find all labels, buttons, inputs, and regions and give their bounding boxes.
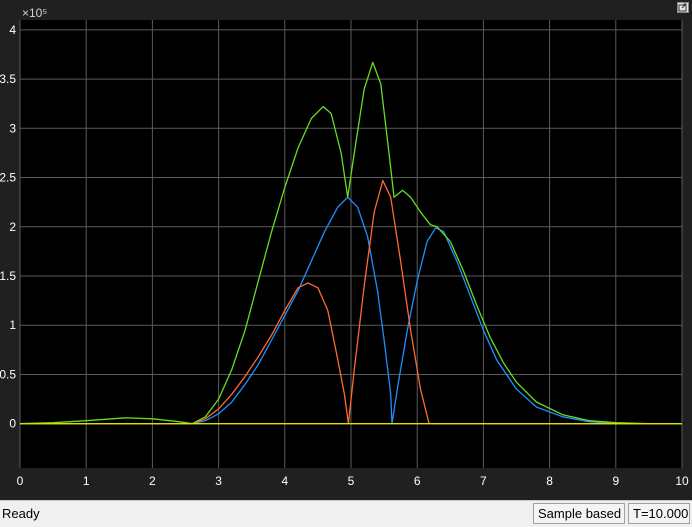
x-tick-label: 7 — [480, 474, 487, 488]
x-tick-label: 4 — [281, 474, 288, 488]
x-tick-label: 10 — [675, 474, 689, 488]
x-tick-label: 9 — [612, 474, 619, 488]
y-exponent-label: ×10⁵ — [22, 6, 47, 20]
status-bar: Ready Sample based T=10.000 — [0, 500, 692, 527]
x-tick-label: 6 — [414, 474, 421, 488]
scope-plot[interactable]: 0 1 2 3 4 5 6 7 8 9 10 0 0.5 1 1.5 2 2.5 3 3.5 4 ×10⁵ — [0, 0, 692, 500]
x-tick-label: 1 — [83, 474, 90, 488]
undock-button[interactable] — [677, 2, 689, 13]
series-line-2 — [20, 179, 682, 425]
series-line-3 — [19, 61, 682, 425]
sample-mode-field: Sample based — [533, 503, 625, 524]
y-tick-label: 0.5 — [0, 367, 16, 381]
x-tick-label: 8 — [546, 474, 553, 488]
y-tick-label: 4 — [9, 23, 16, 37]
y-tick-label: 0 — [9, 417, 16, 431]
y-tick-label: 1 — [9, 318, 16, 332]
x-tick-label: 0 — [17, 474, 24, 488]
y-tick-label: 3.5 — [0, 72, 16, 86]
axis-ticks: 0 1 2 3 4 5 6 7 8 9 10 0 0.5 1 1.5 2 2.5 3 3.5 4 — [0, 23, 689, 488]
undock-icon — [678, 3, 687, 12]
scope-window: 0 1 2 3 4 5 6 7 8 9 10 0 0.5 1 1.5 2 2.5 3 3.5 4 ×10⁵ — [0, 0, 692, 500]
series-line-1 — [20, 196, 682, 425]
grid-lines — [19, 20, 683, 468]
status-text: Ready — [2, 506, 40, 521]
series-lines — [19, 61, 682, 425]
x-tick-label: 5 — [348, 474, 355, 488]
y-tick-label: 2.5 — [0, 171, 16, 185]
y-tick-label: 3 — [9, 121, 16, 135]
y-tick-label: 2 — [9, 220, 16, 234]
x-tick-label: 3 — [215, 474, 222, 488]
x-tick-label: 2 — [149, 474, 156, 488]
y-tick-label: 1.5 — [0, 269, 16, 283]
sim-time-field: T=10.000 — [628, 503, 690, 524]
